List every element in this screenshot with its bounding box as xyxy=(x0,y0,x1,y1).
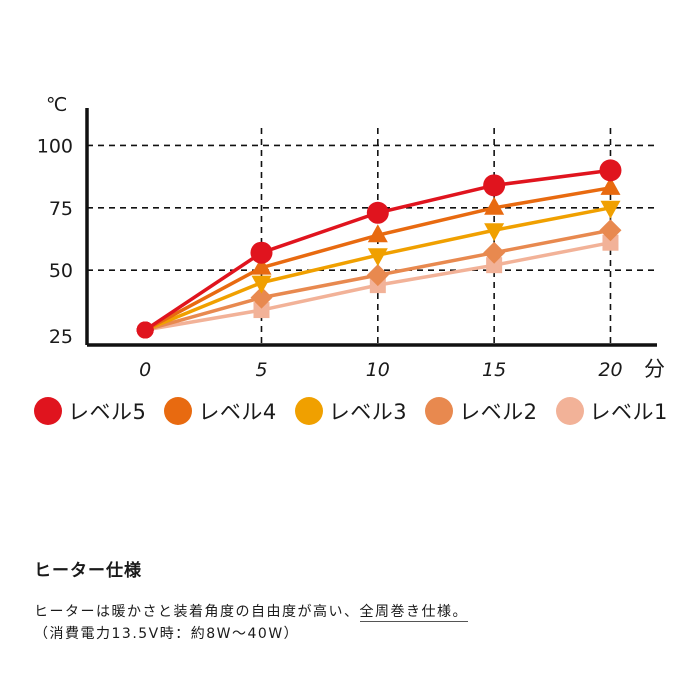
data-point xyxy=(599,219,622,242)
data-point xyxy=(483,174,506,197)
legend-item-level4: レベル4 xyxy=(164,396,276,426)
legend-item-level3: レベル3 xyxy=(294,396,408,426)
x-tick-label: 5 xyxy=(255,359,267,381)
legend: レベル5 レベル4 レベル3 レベル2 レベル1 xyxy=(34,396,686,426)
heater-spec-section: ヒーター仕様 ヒーターは暖かさと装着角度の自由度が高い、全周巻き仕様。 （消費電… xyxy=(34,556,674,645)
y-tick-label: 100 xyxy=(37,135,73,157)
data-point xyxy=(484,196,505,215)
spec-description-text: ヒーターは暖かさと装着角度の自由度が高い、 xyxy=(34,604,360,620)
data-point xyxy=(251,256,272,275)
data-point xyxy=(367,224,388,243)
legend-label: レベル4 xyxy=(198,400,277,424)
data-point xyxy=(250,286,273,309)
temperature-line-chart: 25 50 75 100 0 5 10 15 20 ℃ 分 xyxy=(37,94,665,381)
data-point xyxy=(366,201,389,224)
legend-label: レベル5 xyxy=(68,400,147,424)
spec-description: ヒーターは暖かさと装着角度の自由度が高い、全周巻き仕様。 xyxy=(34,601,674,623)
y-tick-label: 50 xyxy=(49,260,73,282)
y-unit-label: ℃ xyxy=(46,94,67,116)
spec-description-underlined: 全周巻き仕様。 xyxy=(359,604,468,622)
legend-dot-icon xyxy=(164,397,193,425)
x-tick-label: 10 xyxy=(366,359,390,381)
x-tick-label: 0 xyxy=(139,359,151,381)
legend-dot-icon xyxy=(34,397,62,425)
legend-item-level5: レベル5 xyxy=(34,396,146,426)
data-point xyxy=(250,241,273,264)
legend-dot-icon xyxy=(294,397,323,425)
data-point xyxy=(484,223,505,242)
legend-dot-icon xyxy=(425,397,454,425)
data-point xyxy=(483,241,506,264)
spec-power-note: （消費電力13.5V時：約8W〜40W） xyxy=(34,626,300,642)
spec-title: ヒーター仕様 xyxy=(34,561,142,581)
legend-label: レベル1 xyxy=(589,400,668,424)
data-point xyxy=(602,234,619,251)
data-point xyxy=(367,248,388,267)
legend-label: レベル2 xyxy=(459,400,538,424)
tick-labels: 25 50 75 100 0 5 10 15 20 xyxy=(37,135,623,381)
legend-label: レベル3 xyxy=(328,400,408,424)
x-tick-label: 15 xyxy=(482,359,506,381)
legend-item-level1: レベル1 xyxy=(555,396,668,426)
series-レベル5 xyxy=(136,159,622,339)
data-point xyxy=(600,176,621,195)
series-group xyxy=(136,159,622,339)
x-tick-label: 20 xyxy=(598,359,622,381)
data-point xyxy=(136,321,154,339)
x-unit-label: 分 xyxy=(644,357,665,381)
y-tick-label: 75 xyxy=(49,198,73,220)
data-point xyxy=(366,264,389,287)
legend-item-level2: レベル2 xyxy=(425,396,537,426)
axes xyxy=(85,108,657,347)
y-tick-label: 25 xyxy=(49,326,73,348)
data-point xyxy=(253,302,270,319)
data-point xyxy=(486,257,503,274)
data-point xyxy=(251,275,272,294)
data-point xyxy=(599,159,622,182)
legend-dot-icon xyxy=(555,397,584,425)
data-point xyxy=(600,200,621,219)
